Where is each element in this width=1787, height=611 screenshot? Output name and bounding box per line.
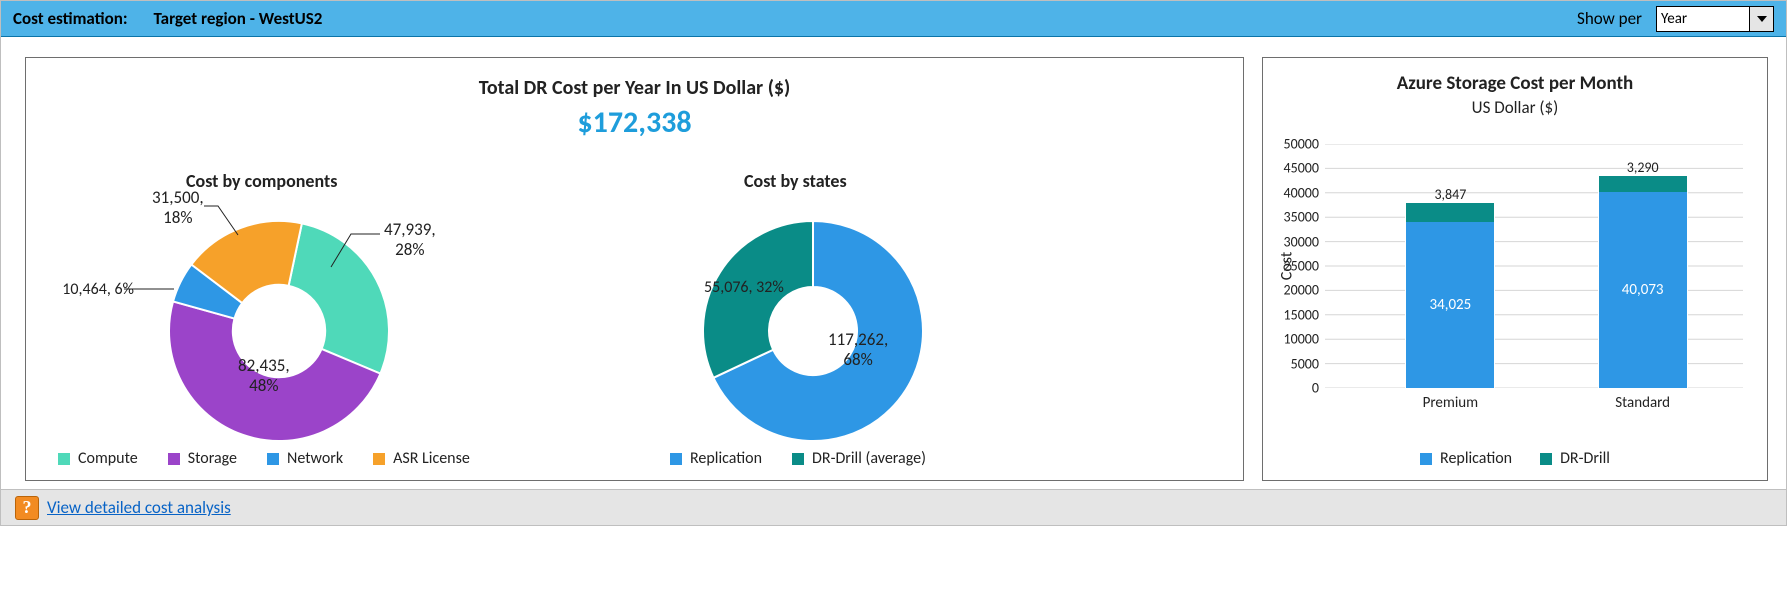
bar-segment: 34,025 — [1406, 222, 1494, 388]
components-slice-network-label: 10,464, 6% — [34, 280, 134, 299]
bar-y-tick: 20000 — [1284, 282, 1325, 299]
bar-column: 3,29040,073 — [1598, 176, 1688, 388]
bar-segment: 3,847 — [1406, 203, 1494, 222]
legend-swatch — [373, 453, 385, 465]
legend-swatch — [267, 453, 279, 465]
states-subtitle: Cost by states — [744, 170, 847, 192]
bar-column: 3,84734,025 — [1405, 203, 1495, 388]
period-select-value: Year — [1661, 10, 1687, 28]
bar-legend: Replication DR-Drill — [1263, 449, 1767, 468]
bar-x-category: Premium — [1423, 394, 1479, 412]
bar-y-tick: 5000 — [1291, 355, 1325, 372]
states-legend: Replication DR-Drill (average) — [670, 449, 926, 468]
components-slice-compute-label: 47,939,28% — [384, 220, 436, 261]
panels-row: Total DR Cost per Year In US Dollar ($) … — [1, 37, 1786, 489]
dr-cost-total: $172,338 — [26, 104, 1243, 141]
period-select[interactable]: Year — [1656, 6, 1774, 32]
states-slice-drdrill-label: 55,076, 32% — [704, 278, 784, 297]
components-donut — [154, 206, 404, 456]
storage-title1: Azure Storage Cost per Month — [1263, 72, 1767, 95]
footer-bar: ? View detailed cost analysis — [1, 489, 1786, 525]
header-title: Cost estimation: Target region - WestUS2 — [13, 8, 322, 29]
legend-swatch — [58, 453, 70, 465]
components-slice-storage-label: 82,435,48% — [238, 356, 290, 397]
header-title-region: Target region - WestUS2 — [154, 8, 323, 29]
bar-y-tick: 30000 — [1284, 233, 1325, 250]
dr-cost-title: Total DR Cost per Year In US Dollar ($) — [26, 76, 1243, 100]
detailed-cost-link[interactable]: View detailed cost analysis — [47, 497, 231, 518]
bar-y-tick: 45000 — [1284, 160, 1325, 177]
legend-swatch — [1540, 453, 1552, 465]
bar-y-tick: 40000 — [1284, 184, 1325, 201]
bar-y-tick: 35000 — [1284, 209, 1325, 226]
components-slice-asr-label: 31,500,18% — [152, 188, 204, 229]
show-per-label: Show per — [1577, 8, 1642, 29]
legend-asr: ASR License — [373, 449, 470, 468]
legend-network: Network — [267, 449, 343, 468]
header-controls: Show per Year — [1577, 6, 1774, 32]
states-donut — [688, 206, 938, 456]
chevron-down-icon — [1749, 7, 1773, 31]
legend-replication: Replication — [670, 449, 762, 468]
storage-title2: US Dollar ($) — [1263, 97, 1767, 118]
dr-cost-panel: Total DR Cost per Year In US Dollar ($) … — [25, 57, 1244, 481]
header-bar: Cost estimation: Target region - WestUS2… — [1, 1, 1786, 37]
bar-y-tick: 15000 — [1284, 306, 1325, 323]
components-subtitle: Cost by components — [186, 170, 337, 192]
bar-y-tick: 10000 — [1284, 331, 1325, 348]
bar-segment: 3,290 — [1599, 176, 1687, 192]
legend-drdrill: DR-Drill (average) — [792, 449, 926, 468]
bar-chart-area: 0500010000150002000025000300003500040000… — [1325, 144, 1743, 388]
legend-compute: Compute — [58, 449, 138, 468]
legend-swatch — [670, 453, 682, 465]
cost-estimation-root: Cost estimation: Target region - WestUS2… — [0, 0, 1787, 526]
help-icon[interactable]: ? — [15, 496, 39, 520]
storage-cost-panel: Azure Storage Cost per Month US Dollar (… — [1262, 57, 1768, 481]
bar-legend-replication: Replication — [1420, 449, 1512, 468]
legend-swatch — [168, 453, 180, 465]
bar-segment: 40,073 — [1599, 192, 1687, 388]
bar-x-category: Standard — [1615, 394, 1670, 412]
bar-y-tick: 50000 — [1284, 136, 1325, 153]
bar-legend-drdrill: DR-Drill — [1540, 449, 1610, 468]
legend-swatch — [1420, 453, 1432, 465]
states-slice-replication-label: 117,262,68% — [828, 330, 888, 371]
bar-y-axis-label: Cost — [1278, 252, 1297, 280]
header-title-prefix: Cost estimation: — [13, 8, 128, 29]
legend-swatch — [792, 453, 804, 465]
bar-y-tick: 0 — [1312, 380, 1325, 397]
legend-storage: Storage — [168, 449, 237, 468]
components-legend: Compute Storage Network ASR License — [58, 449, 470, 468]
